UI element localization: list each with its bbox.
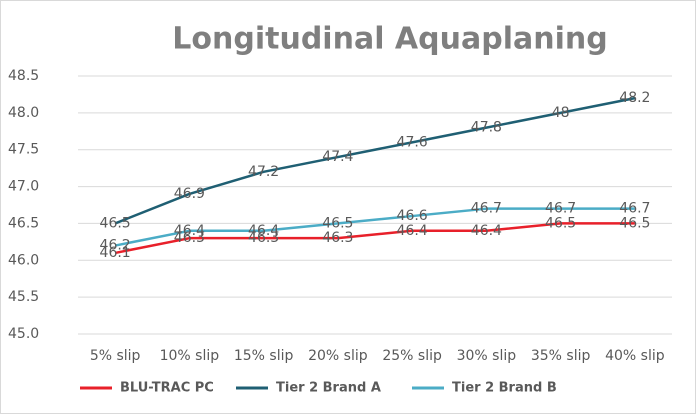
data-label: 47.2: [248, 164, 279, 180]
data-label: 46.5: [545, 215, 576, 231]
data-label: 47.8: [471, 120, 502, 136]
x-tick-label: 5% slip: [90, 348, 141, 364]
legend-label: Tier 2 Brand A: [276, 381, 381, 396]
y-tick-label: 45.5: [8, 289, 39, 305]
data-label: 46.9: [174, 186, 205, 202]
y-tick-label: 48.5: [8, 68, 39, 84]
data-label: 48.2: [619, 90, 650, 106]
y-tick-label: 47.5: [8, 142, 39, 158]
legend-label: Tier 2 Brand B: [452, 381, 557, 396]
data-label: 46.3: [248, 230, 279, 246]
data-label: 47.4: [322, 149, 353, 165]
x-tick-label: 25% slip: [382, 348, 442, 364]
x-tick-label: 15% slip: [234, 348, 294, 364]
chart-title: Longitudinal Aquaplaning: [172, 22, 607, 57]
x-tick-label: 35% slip: [531, 348, 591, 364]
y-tick-label: 46.5: [8, 215, 39, 231]
y-tick-label: 46.0: [8, 252, 39, 268]
series-line: [114, 222, 635, 255]
series-line: [114, 207, 635, 247]
data-label: 48: [552, 105, 570, 121]
data-label: 46.1: [100, 245, 131, 261]
data-label: 46.7: [545, 201, 576, 217]
data-label: 46.4: [174, 223, 205, 239]
data-label: 46.4: [248, 223, 279, 239]
x-tick-label: 20% slip: [308, 348, 368, 364]
data-label: 47.6: [397, 134, 428, 150]
data-label: 46.2: [100, 238, 131, 254]
data-label: 46.5: [619, 215, 650, 231]
legend-label: BLU-TRAC PC: [120, 381, 214, 396]
y-tick-label: 48.0: [8, 105, 39, 121]
data-label: 46.4: [397, 223, 428, 239]
x-tick-label: 30% slip: [457, 348, 517, 364]
x-tick-label: 10% slip: [160, 348, 220, 364]
data-label: 46.5: [100, 215, 131, 231]
data-label: 46.4: [471, 223, 502, 239]
data-label: 46.7: [471, 201, 502, 217]
data-label: 46.7: [619, 201, 650, 217]
data-label: 46.6: [397, 208, 428, 224]
data-label: 46.3: [174, 230, 205, 246]
data-label: 46.3: [322, 230, 353, 246]
y-tick-label: 45.0: [8, 326, 39, 342]
x-tick-label: 40% slip: [605, 348, 665, 364]
y-tick-label: 47.0: [8, 179, 39, 195]
series-line: [114, 96, 636, 225]
data-label: 46.5: [322, 215, 353, 231]
